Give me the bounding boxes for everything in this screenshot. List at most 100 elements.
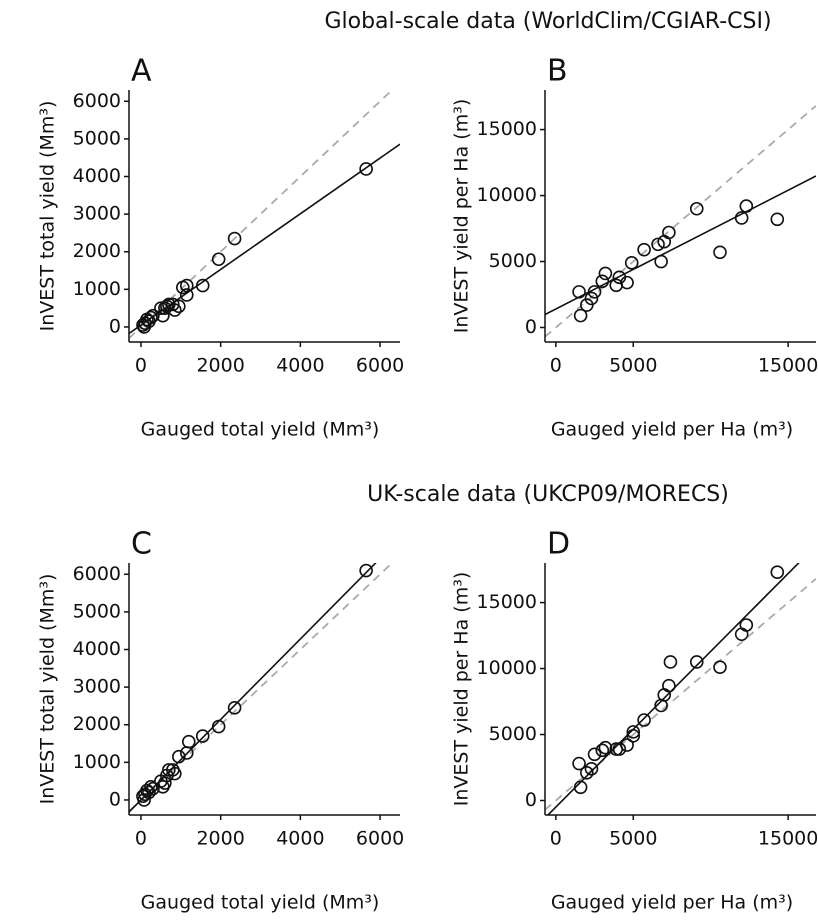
point [626, 725, 641, 739]
point [573, 308, 588, 323]
y-axis-label: InVEST yield per Ha (m³) [451, 572, 473, 806]
point [136, 789, 150, 803]
point [651, 237, 665, 252]
point [739, 618, 754, 632]
y-tick-label: 10000 [477, 184, 537, 206]
plot-area [129, 563, 394, 813]
point [580, 298, 594, 312]
point [359, 563, 373, 578]
y-tick-label: 6000 [73, 563, 121, 585]
point [734, 627, 749, 642]
x-tick-label: 6000 [356, 828, 404, 850]
point [689, 655, 704, 669]
panel-label: C [131, 527, 152, 562]
point [179, 746, 194, 760]
identity-line [129, 90, 394, 339]
x-axis-label: Gauged total yield (Mm³) [141, 419, 380, 441]
y-tick-label: 0 [109, 315, 121, 337]
x-tick-label: 2000 [196, 355, 244, 377]
point [154, 774, 168, 788]
point [587, 285, 602, 299]
y-tick-label: 6000 [73, 90, 121, 112]
point [626, 729, 641, 743]
point [227, 701, 242, 715]
x-axis-label: Gauged yield per Ha (m³) [551, 419, 793, 441]
point [595, 274, 610, 289]
point [172, 749, 186, 764]
point [572, 756, 586, 771]
point [580, 765, 594, 780]
point [584, 762, 599, 776]
point [637, 713, 651, 727]
point [713, 245, 727, 260]
y-tick-label: 0 [109, 788, 121, 810]
point [166, 297, 180, 312]
point [598, 740, 613, 755]
point [359, 162, 373, 176]
point [573, 780, 588, 795]
point [637, 242, 651, 257]
y-tick-label: 15000 [477, 118, 537, 140]
x-tick-label: 5000 [609, 355, 657, 377]
x-tick-label: 0 [550, 828, 562, 850]
y-tick-label: 4000 [73, 638, 121, 660]
y-tick-label: 4000 [73, 165, 121, 187]
point [158, 301, 172, 315]
point [770, 565, 785, 580]
point [713, 660, 727, 675]
panel-label: A [131, 54, 152, 89]
point [176, 280, 190, 295]
point [162, 297, 176, 312]
y-tick-label: 3000 [73, 203, 121, 225]
y-axis-label: InVEST yield per Ha (m³) [451, 99, 473, 333]
y-tick-label: 0 [525, 316, 537, 338]
section-heading: Global-scale data (WorldClim/CGIAR-CSI) [324, 9, 771, 34]
point [609, 742, 624, 756]
x-tick-label: 15000 [758, 828, 818, 850]
y-tick-label: 0 [525, 789, 537, 811]
y-tick-label: 1000 [73, 751, 121, 773]
point [181, 734, 196, 749]
point [739, 199, 754, 213]
plot-area [545, 105, 816, 338]
point [195, 278, 210, 293]
x-axis-label: Gauged yield per Ha (m³) [551, 892, 793, 914]
point [689, 201, 704, 216]
point [195, 729, 210, 743]
x-tick-label: 2000 [196, 828, 244, 850]
point [662, 678, 676, 693]
identity-line [545, 105, 816, 338]
y-tick-label: 1000 [73, 278, 121, 300]
fit-line [546, 563, 800, 815]
panel-label: D [547, 527, 570, 562]
panel-label: B [547, 54, 568, 89]
point [211, 252, 226, 267]
point [179, 288, 194, 302]
point [654, 254, 668, 269]
point [624, 256, 639, 270]
point [657, 234, 672, 249]
point [662, 225, 676, 240]
x-axis-label: Gauged total yield (Mm³) [141, 892, 380, 914]
y-tick-label: 2000 [73, 240, 121, 262]
y-tick-label: 5000 [489, 250, 537, 272]
point [595, 743, 610, 758]
plot-area [545, 563, 816, 815]
y-tick-label: 5000 [73, 600, 121, 622]
y-axis-label: InVEST total yield (Mm³) [37, 574, 59, 805]
y-tick-label: 2000 [73, 713, 121, 735]
x-tick-label: 4000 [276, 828, 324, 850]
y-tick-label: 3000 [73, 676, 121, 698]
fit-line [545, 175, 816, 316]
point [654, 698, 668, 713]
point [598, 266, 613, 281]
y-tick-label: 15000 [477, 591, 537, 613]
x-tick-label: 6000 [356, 355, 404, 377]
y-tick-label: 5000 [489, 723, 537, 745]
point [227, 231, 242, 246]
y-axis-label: InVEST total yield (Mm³) [37, 101, 59, 332]
point [136, 318, 150, 332]
x-tick-label: 5000 [609, 828, 657, 850]
point [609, 278, 624, 293]
